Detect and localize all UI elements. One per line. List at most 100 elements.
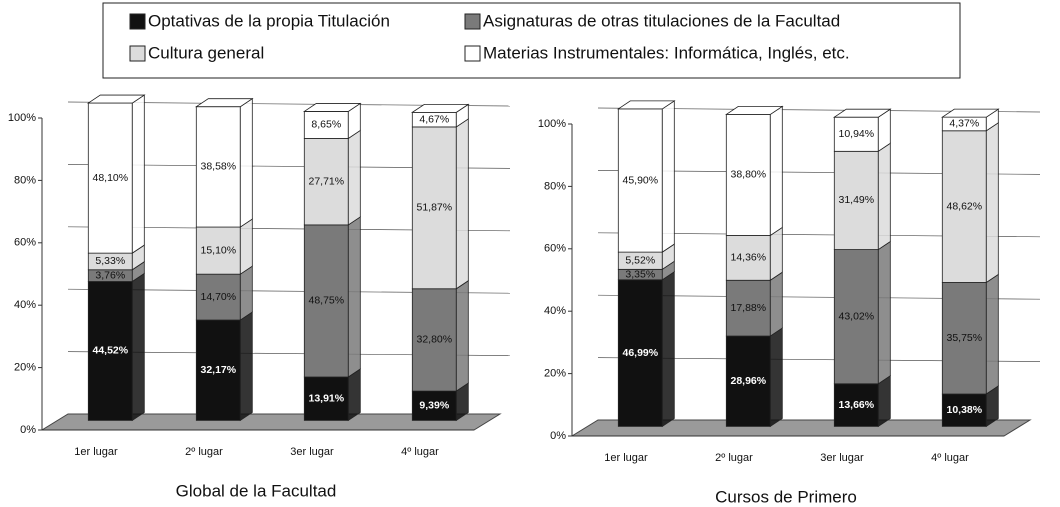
- bar-top: [302, 103, 362, 112]
- x-tick-label: 3er lugar: [290, 446, 334, 458]
- bar-segment: [725, 114, 771, 236]
- bar-side: [769, 226, 783, 282]
- value-label: 48,75%: [308, 295, 344, 307]
- bar-segment: [195, 319, 241, 421]
- value-label: 14,36%: [730, 252, 766, 264]
- y-tick-label: 60%: [544, 243, 566, 255]
- bar-side: [239, 265, 253, 321]
- bar-top: [410, 103, 470, 113]
- value-label: 48,10%: [92, 172, 128, 184]
- y-tick-label: 20%: [544, 368, 566, 380]
- bar-side: [455, 280, 469, 392]
- value-label: 51,87%: [416, 202, 452, 214]
- bar-segment: [725, 235, 771, 281]
- bar-side: [769, 327, 783, 428]
- value-label: 8,65%: [311, 119, 341, 131]
- value-label: 38,58%: [200, 161, 236, 173]
- bar-side: [877, 375, 891, 428]
- value-label: 31,49%: [838, 194, 874, 206]
- bar-side: [661, 271, 675, 428]
- bar-segment: [941, 282, 987, 395]
- legend-box: [102, 2, 961, 79]
- value-label: 44,52%: [92, 345, 128, 357]
- bar-segment: [411, 126, 457, 290]
- value-label: 17,88%: [730, 302, 766, 314]
- x-tick-label: 1er lugar: [74, 446, 118, 458]
- chart-title: Global de la Facultad: [176, 481, 337, 500]
- bar-side: [769, 105, 783, 237]
- bar-segment: [411, 390, 457, 421]
- bar-segment: [941, 130, 987, 283]
- value-label: 46,99%: [622, 347, 658, 359]
- bar-side: [661, 100, 675, 253]
- value-label: 38,80%: [730, 169, 766, 181]
- value-label: 3,35%: [625, 268, 655, 280]
- bar-top: [832, 108, 892, 118]
- bar-top: [724, 106, 784, 115]
- bar-segment: [303, 111, 349, 139]
- bar-side: [769, 271, 783, 337]
- value-label: 15,10%: [200, 244, 236, 256]
- y-tick-label: 40%: [544, 305, 566, 317]
- value-label: 35,75%: [946, 332, 982, 344]
- bar-side: [347, 129, 361, 226]
- y-tick-label: 40%: [14, 299, 36, 311]
- bar-side: [455, 118, 469, 290]
- value-label: 48,62%: [946, 200, 982, 212]
- legend-swatch: [129, 45, 146, 62]
- bar-side: [347, 368, 361, 422]
- value-label: 10,94%: [838, 128, 874, 140]
- bar-top: [940, 108, 1000, 118]
- legend-label: Materias Instrumentales: Informática, In…: [483, 43, 850, 62]
- bar-segment: [195, 106, 241, 228]
- y-tick-label: 0%: [20, 424, 36, 436]
- y-tick-label: 0%: [550, 430, 566, 442]
- bar-segment: [617, 279, 663, 427]
- bar-segment: [303, 224, 349, 378]
- chart-title: Cursos de Primero: [715, 487, 857, 506]
- legend-label: Asignaturas de otras titulaciones de la …: [483, 11, 840, 30]
- bar-segment: [725, 335, 771, 427]
- value-label: 32,17%: [200, 364, 236, 376]
- bar-side: [131, 94, 145, 254]
- x-tick-label: 2º lugar: [715, 452, 753, 464]
- value-label: 10,38%: [946, 404, 982, 416]
- legend-label: Optativas de la propia Titulación: [148, 11, 390, 30]
- legend-swatch: [129, 13, 146, 30]
- legend-label: Cultura general: [148, 43, 264, 62]
- bar-side: [985, 273, 999, 395]
- value-label: 28,96%: [730, 375, 766, 387]
- value-label: 13,66%: [838, 399, 874, 411]
- bar-side: [239, 311, 253, 422]
- value-label: 4,67%: [419, 113, 449, 125]
- x-tick-label: 3er lugar: [820, 452, 864, 464]
- y-tick-label: 80%: [14, 174, 36, 186]
- bar-segment: [833, 116, 879, 152]
- bar-segment: [725, 279, 771, 337]
- y-tick-label: 100%: [538, 118, 566, 130]
- y-tick-label: 80%: [544, 180, 566, 192]
- bar-segment: [411, 288, 457, 392]
- value-label: 14,70%: [200, 291, 236, 303]
- bar-segment: [617, 108, 663, 253]
- value-label: 43,02%: [838, 310, 874, 322]
- bar-top: [616, 100, 676, 110]
- value-label: 5,52%: [625, 255, 655, 267]
- value-label: 45,90%: [622, 174, 658, 186]
- y-tick-label: 100%: [8, 112, 36, 124]
- bar-segment: [833, 383, 879, 427]
- bar-segment: [941, 393, 987, 427]
- value-label: 9,39%: [419, 400, 449, 412]
- value-label: 4,37%: [949, 118, 979, 130]
- y-tick-label: 20%: [14, 362, 36, 374]
- bar-side: [239, 218, 253, 275]
- bar-side: [347, 216, 361, 378]
- value-label: 3,76%: [95, 269, 125, 281]
- x-tick-label: 4º lugar: [931, 452, 969, 464]
- bar-segment: [87, 102, 133, 254]
- x-tick-label: 2º lugar: [185, 446, 223, 458]
- value-label: 13,91%: [308, 392, 344, 404]
- bar-segment: [303, 138, 349, 226]
- bar-segment: [195, 226, 241, 275]
